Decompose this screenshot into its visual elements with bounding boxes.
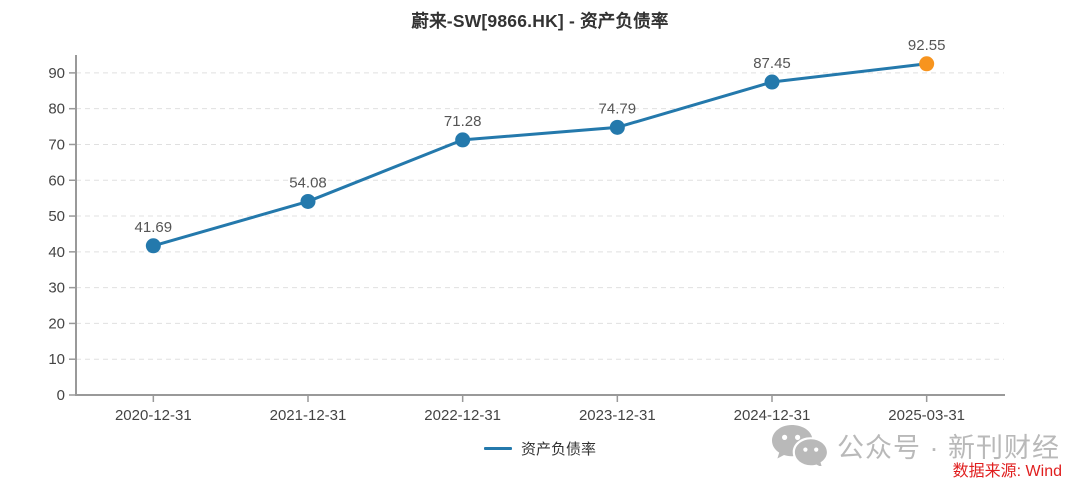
y-tick-label: 0 <box>57 387 65 404</box>
watermark-text: 公众号 · 新刊财经 <box>837 432 1060 463</box>
data-point-label: 87.45 <box>753 55 791 72</box>
y-tick-label: 50 <box>48 208 65 225</box>
data-point <box>300 193 316 209</box>
x-tick-label: 2020-12-31 <box>115 407 192 424</box>
data-point-label: 41.69 <box>135 219 173 236</box>
data-point-label: 92.55 <box>908 37 946 54</box>
legend-line-swatch <box>483 447 512 450</box>
data-point <box>145 238 161 254</box>
x-tick-label: 2022-12-31 <box>424 407 501 424</box>
data-point-last <box>919 56 935 72</box>
chart-title: 蔚来-SW[9866.HK] - 资产负债率 <box>411 11 669 31</box>
y-tick-label: 80 <box>48 101 65 118</box>
x-tick-label: 2023-12-31 <box>579 407 656 424</box>
data-point <box>609 119 625 135</box>
data-point-label: 54.08 <box>289 174 327 191</box>
series-line <box>151 62 929 248</box>
legend-label: 资产负债率 <box>520 441 597 458</box>
y-tick-label: 60 <box>48 172 65 189</box>
x-tick-label: 2025-03-31 <box>888 407 965 424</box>
y-tick-label: 10 <box>48 351 65 368</box>
legend: 资产负债率 <box>483 438 597 459</box>
watermark: 公众号 · 新刊财经 <box>771 424 1060 466</box>
data-point-label: 71.28 <box>444 113 482 130</box>
data-point-label: 74.79 <box>599 100 637 117</box>
y-tick-label: 30 <box>48 280 65 297</box>
x-tick-label: 2021-12-31 <box>270 407 347 424</box>
data-point <box>764 74 780 90</box>
x-tick-label: 2024-12-31 <box>734 407 811 424</box>
data-point <box>455 132 471 148</box>
y-tick-label: 70 <box>48 136 65 153</box>
y-tick-label: 20 <box>48 315 65 332</box>
y-tick-label: 40 <box>48 244 65 261</box>
wechat-icon <box>772 425 827 466</box>
data-source: 数据来源: Wind <box>952 463 1062 480</box>
y-tick-label: 90 <box>48 65 65 82</box>
